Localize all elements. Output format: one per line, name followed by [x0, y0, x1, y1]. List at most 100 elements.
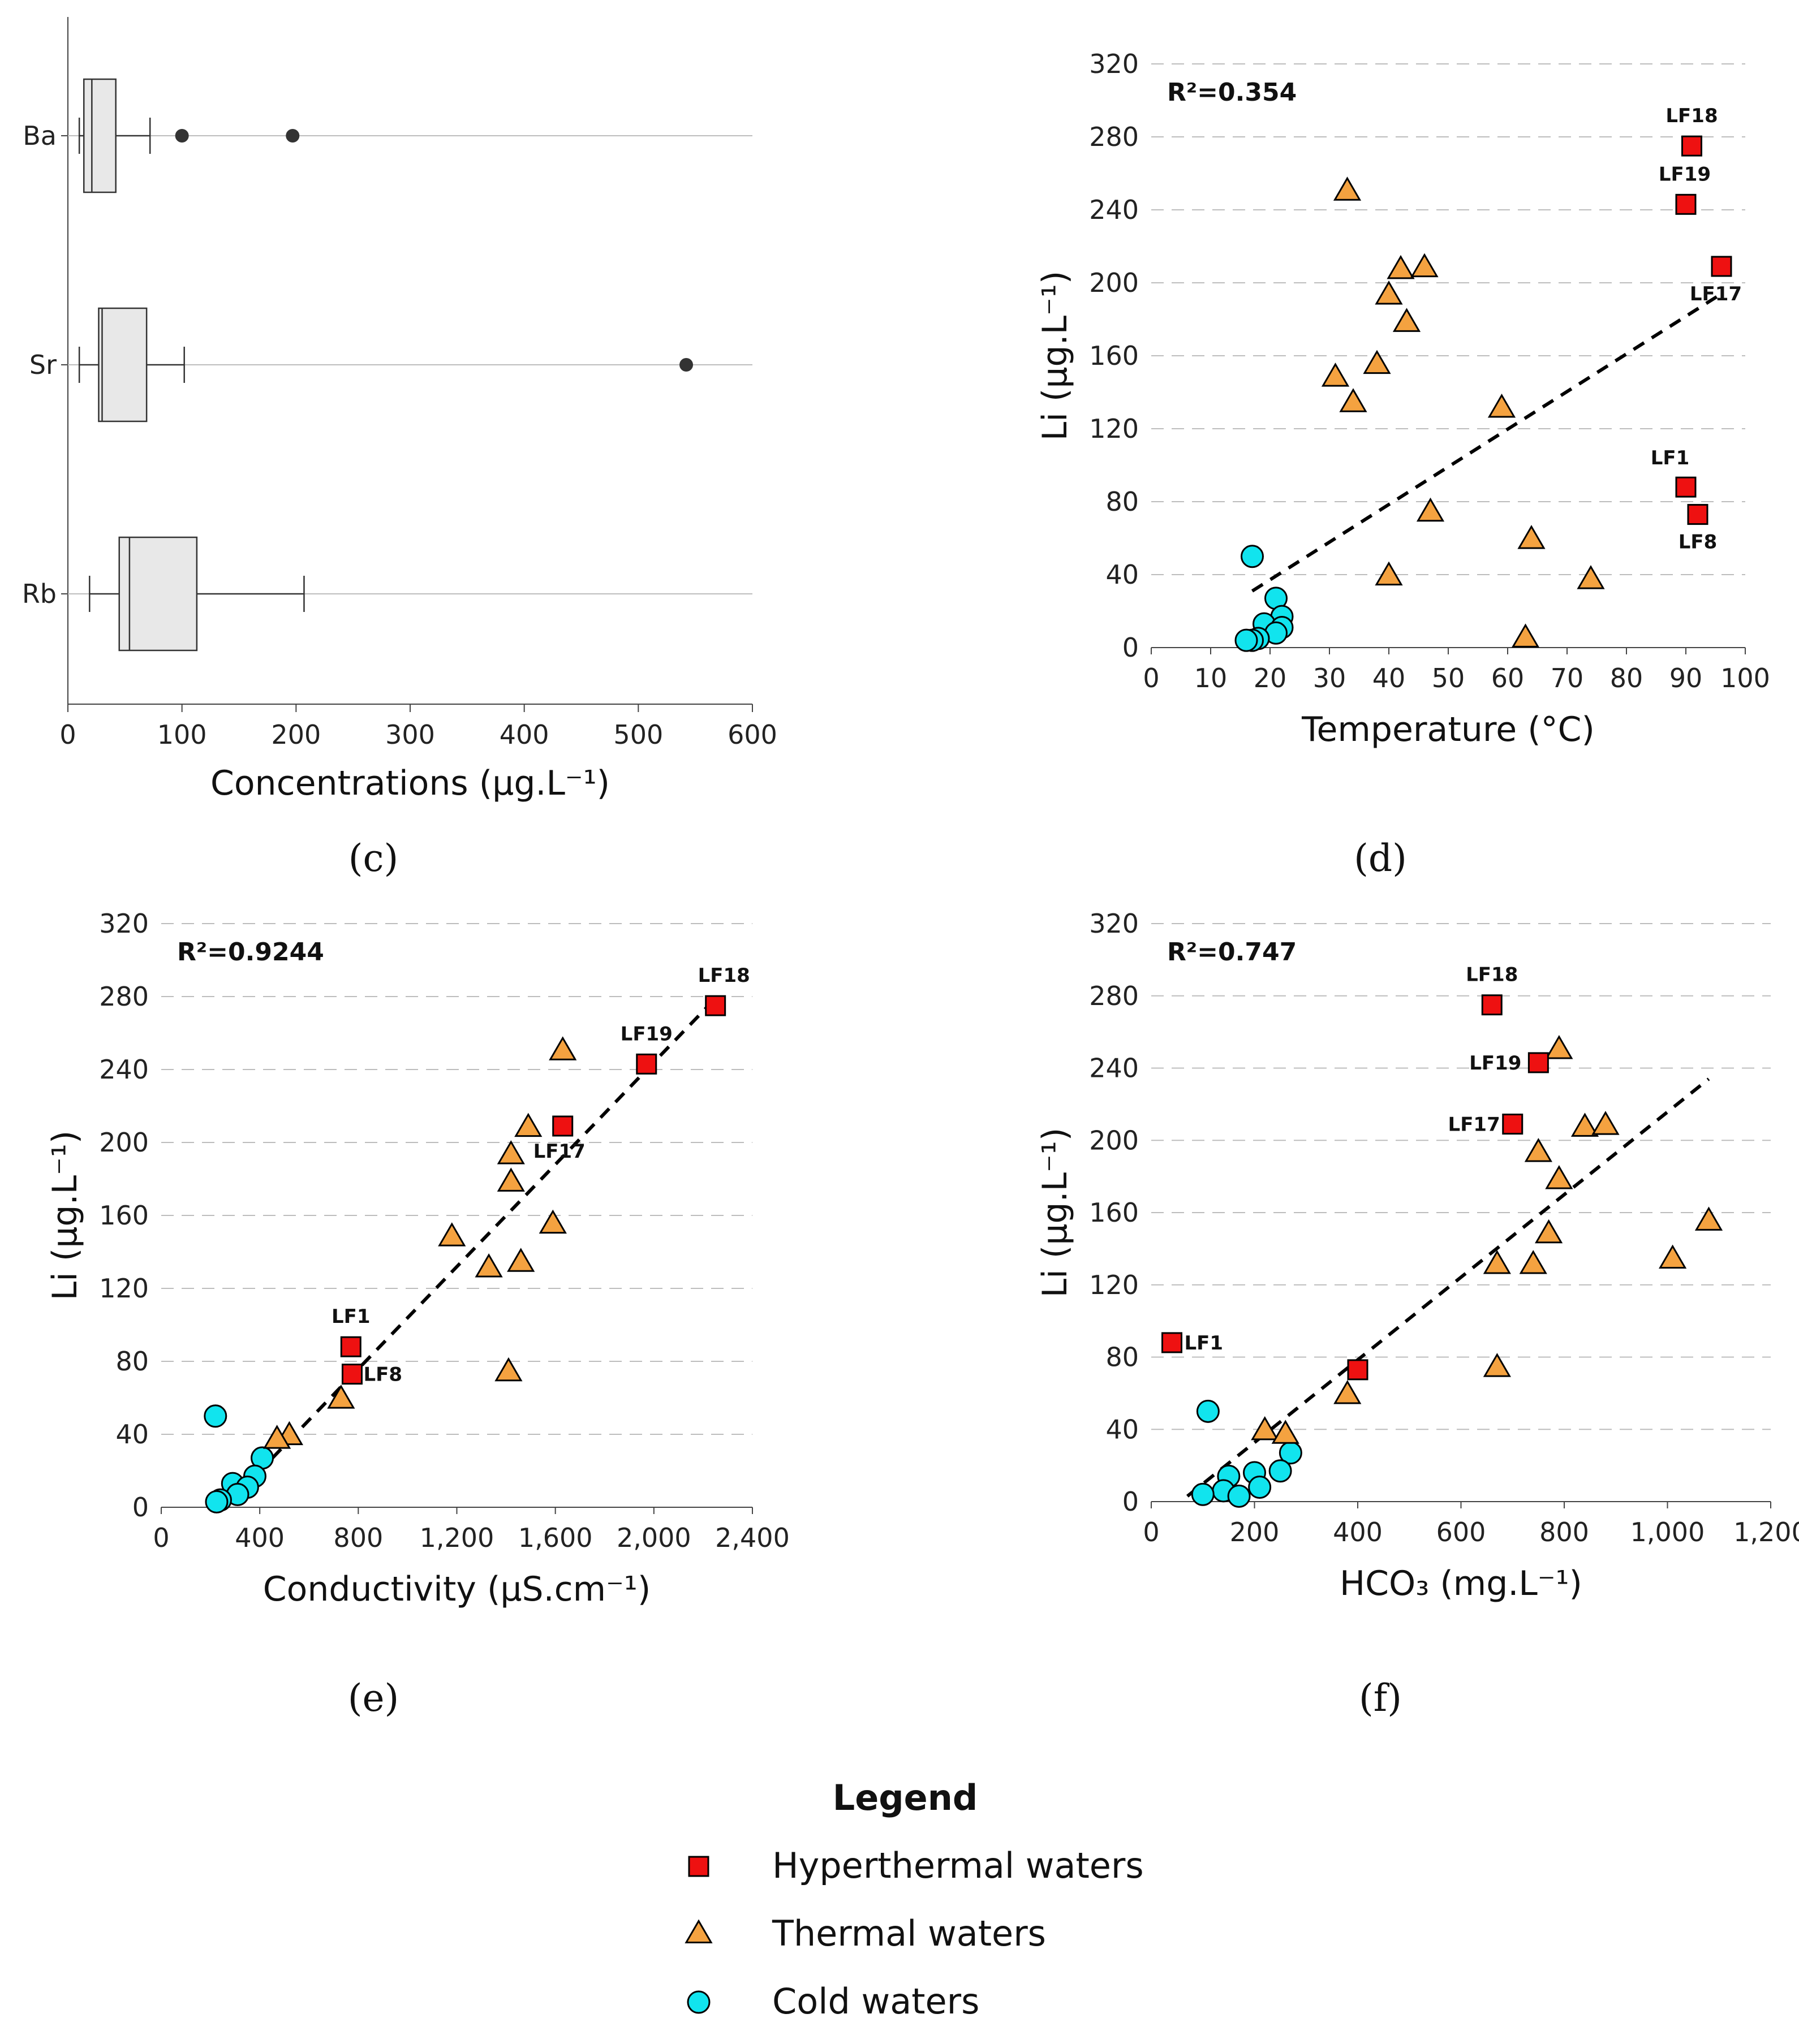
f-point-label-lf1: LF1: [1185, 1332, 1224, 1355]
e-point-triangle: [497, 1167, 525, 1192]
e-x-tick-label: 400: [235, 1523, 285, 1553]
c-box-rb: Rb: [22, 536, 752, 652]
d-y-tick-label: 40: [1105, 559, 1139, 590]
e-point-circle: [204, 1404, 227, 1428]
f-y-tick-label: 40: [1105, 1414, 1139, 1444]
e-point-square: [552, 1115, 574, 1137]
e-point-triangle: [494, 1357, 523, 1382]
e-point-square: [340, 1336, 361, 1357]
f-point-triangle: [1483, 1250, 1511, 1274]
e-point-triangle: [549, 1036, 577, 1060]
f-series-triangle: [1251, 1035, 1723, 1444]
e-point-label-lf19: LF19: [621, 1023, 673, 1045]
e-x-tick-label: 800: [333, 1523, 383, 1553]
d-point-label-lf1: LF1: [1651, 447, 1690, 469]
f-y-tick-label: 160: [1089, 1197, 1139, 1228]
d-series-triangle: [1321, 176, 1605, 648]
d-x-axis-title: Temperature (°C): [1301, 710, 1595, 749]
f-y-tick-label: 240: [1089, 1053, 1139, 1084]
f-r2-label: R²=0.747: [1167, 938, 1297, 967]
e-x-axis-title: Conductivity (µS.cm⁻¹): [263, 1569, 651, 1609]
d-point-square: [1711, 256, 1732, 277]
e-y-tick-label: 80: [115, 1346, 149, 1377]
c-x-tick-label: 400: [500, 719, 549, 750]
e-point-triangle: [263, 1425, 291, 1449]
d-y-tick-label: 200: [1089, 268, 1139, 298]
e-r2-label: R²=0.9244: [177, 938, 324, 967]
f-point-square: [1481, 994, 1503, 1016]
f-x-tick-label: 800: [1539, 1517, 1589, 1547]
e-series-circle: [204, 1404, 274, 1513]
d-point-square: [1681, 135, 1702, 157]
f-point-triangle: [1545, 1035, 1573, 1059]
f-point-triangle: [1591, 1111, 1620, 1135]
e-y-tick-label: 120: [99, 1273, 149, 1304]
legend-title: Legend: [833, 1777, 978, 1818]
d-point-triangle: [1487, 393, 1516, 418]
e-y-tick-label: 240: [99, 1054, 149, 1085]
e-series-square: LF18 LF19 LF17 LF1 LF8: [332, 964, 750, 1386]
d-point-triangle: [1577, 565, 1605, 589]
d-x-tick-label: 80: [1610, 663, 1643, 693]
legend-marker-triangle: [685, 1919, 713, 1943]
e-x-tick-label: 2,000: [617, 1523, 691, 1553]
legend: Legend Hyperthermal waters Thermal water…: [685, 1777, 1144, 2022]
d-y-axis-title: Li (µg.L⁻¹): [1035, 271, 1075, 441]
f-point-triangle: [1271, 1420, 1299, 1444]
d-series-circle: [1234, 545, 1294, 652]
d-point-triangle: [1339, 388, 1367, 412]
d-x-tick-label: 70: [1551, 663, 1584, 693]
f-y-tick-label: 280: [1089, 981, 1139, 1011]
f-point-circle: [1191, 1482, 1215, 1506]
c-x-tick-label: 300: [385, 719, 435, 750]
d-point-circle: [1234, 628, 1258, 652]
e-point-square: [341, 1364, 363, 1385]
f-point-square: [1161, 1332, 1182, 1353]
f-x-tick-label: 1,000: [1630, 1517, 1705, 1547]
d-point-circle: [1241, 545, 1264, 568]
f-point-circle: [1227, 1484, 1251, 1508]
c-x-tick-label: 500: [613, 719, 663, 750]
f-point-label-lf19: LF19: [1469, 1052, 1521, 1075]
c-x-tick-label: 600: [728, 719, 777, 750]
d-point-triangle: [1416, 497, 1445, 522]
e-point-label-lf1: LF1: [332, 1305, 371, 1328]
panel-f-hco3-scatter: 0 40 80 120 160 200 240 280 320 0 200 400 600 800 1,00…: [1035, 908, 1799, 1603]
f-x-tick-label: 0: [1143, 1517, 1159, 1547]
e-point-circle: [205, 1490, 229, 1513]
f-point-square: [1347, 1359, 1368, 1381]
e-trendline: [241, 997, 717, 1490]
c-iqr-box: [118, 536, 198, 652]
c-box-ba: Ba: [23, 78, 752, 193]
f-point-square: [1502, 1114, 1523, 1135]
d-x-tick-label: 10: [1194, 663, 1228, 693]
d-y-tick-label: 120: [1089, 413, 1139, 444]
d-x-tick-label: 60: [1491, 663, 1525, 693]
d-y-tick-label: 160: [1089, 340, 1139, 371]
legend-markers: [685, 1856, 713, 2014]
d-point-square: [1687, 504, 1708, 525]
e-point-square: [705, 995, 726, 1016]
e-y-tick-label: 40: [115, 1419, 149, 1450]
f-x-tick-label: 200: [1230, 1517, 1280, 1547]
c-x-tick-label: 100: [157, 719, 207, 750]
e-y-tick-label: 160: [99, 1200, 149, 1231]
e-y-tick-label: 200: [99, 1127, 149, 1158]
d-y-tick-label: 280: [1089, 122, 1139, 152]
f-point-triangle: [1519, 1250, 1547, 1274]
c-outlier-point: [175, 129, 189, 143]
caption-e: (e): [348, 1676, 399, 1720]
d-point-triangle: [1375, 281, 1403, 305]
e-y-tick-label: 320: [99, 908, 149, 939]
d-point-label-lf17: LF17: [1690, 283, 1742, 305]
d-y-tick-label: 0: [1122, 632, 1139, 663]
d-point-triangle: [1387, 255, 1415, 279]
c-iqr-box: [98, 307, 148, 422]
d-point-triangle: [1392, 308, 1421, 332]
d-y-tick-label: 80: [1105, 486, 1139, 517]
f-y-tick-label: 320: [1089, 908, 1139, 939]
d-point-label-lf18: LF18: [1665, 105, 1718, 127]
f-point-circle: [1248, 1475, 1272, 1499]
f-point-triangle: [1570, 1112, 1599, 1137]
